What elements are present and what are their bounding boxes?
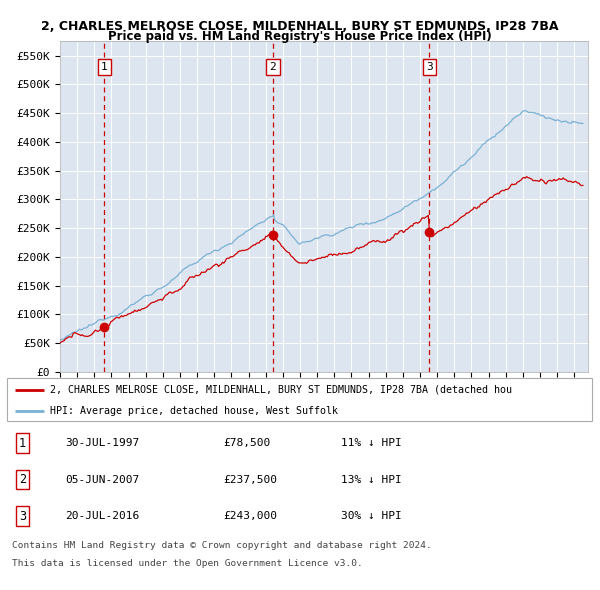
Text: £243,000: £243,000 bbox=[224, 512, 278, 521]
Text: 2: 2 bbox=[19, 473, 26, 486]
Text: HPI: Average price, detached house, West Suffolk: HPI: Average price, detached house, West… bbox=[50, 406, 338, 416]
Text: £237,500: £237,500 bbox=[224, 475, 278, 484]
Text: 1: 1 bbox=[19, 437, 26, 450]
Text: 13% ↓ HPI: 13% ↓ HPI bbox=[341, 475, 402, 484]
Text: 1: 1 bbox=[101, 62, 107, 72]
Text: 30% ↓ HPI: 30% ↓ HPI bbox=[341, 512, 402, 521]
Text: 2, CHARLES MELROSE CLOSE, MILDENHALL, BURY ST EDMUNDS, IP28 7BA (detached hou: 2, CHARLES MELROSE CLOSE, MILDENHALL, BU… bbox=[50, 385, 512, 395]
Text: 3: 3 bbox=[426, 62, 433, 72]
Text: 30-JUL-1997: 30-JUL-1997 bbox=[65, 438, 139, 448]
Text: 3: 3 bbox=[19, 510, 26, 523]
Text: Price paid vs. HM Land Registry's House Price Index (HPI): Price paid vs. HM Land Registry's House … bbox=[108, 30, 492, 43]
Text: £78,500: £78,500 bbox=[224, 438, 271, 448]
Text: 11% ↓ HPI: 11% ↓ HPI bbox=[341, 438, 402, 448]
FancyBboxPatch shape bbox=[7, 379, 592, 421]
Text: Contains HM Land Registry data © Crown copyright and database right 2024.: Contains HM Land Registry data © Crown c… bbox=[12, 541, 431, 550]
Text: 20-JUL-2016: 20-JUL-2016 bbox=[65, 512, 139, 521]
Text: 2, CHARLES MELROSE CLOSE, MILDENHALL, BURY ST EDMUNDS, IP28 7BA: 2, CHARLES MELROSE CLOSE, MILDENHALL, BU… bbox=[41, 20, 559, 33]
Text: 2: 2 bbox=[269, 62, 276, 72]
Text: 05-JUN-2007: 05-JUN-2007 bbox=[65, 475, 139, 484]
Text: This data is licensed under the Open Government Licence v3.0.: This data is licensed under the Open Gov… bbox=[12, 559, 362, 568]
